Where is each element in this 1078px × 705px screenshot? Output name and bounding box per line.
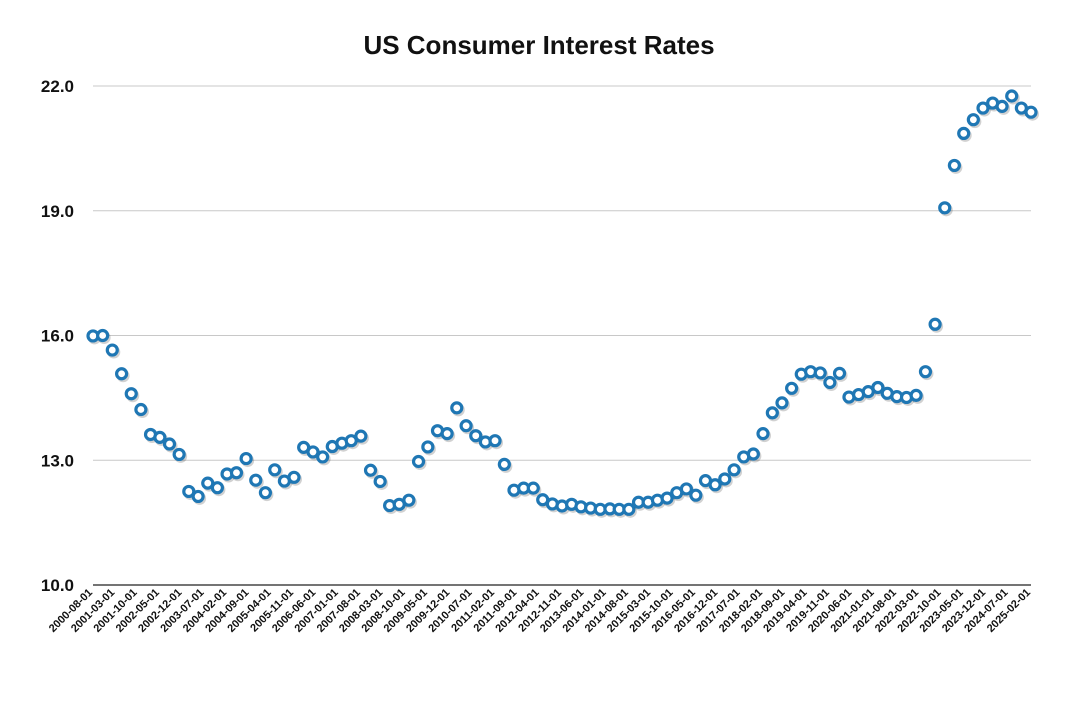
data-point <box>746 447 760 461</box>
data-point <box>679 482 694 496</box>
data-point <box>172 447 186 462</box>
data-point <box>775 396 789 410</box>
data-point <box>497 457 511 472</box>
y-tick-label: 19.0 <box>41 202 74 221</box>
data-point <box>660 491 674 505</box>
data-point <box>871 380 885 395</box>
data-point <box>287 470 301 484</box>
data-point <box>947 158 961 173</box>
data-point <box>229 466 244 480</box>
data-point <box>316 450 330 464</box>
data-point <box>421 440 435 454</box>
y-tick-label: 16.0 <box>41 327 74 346</box>
data-point <box>966 113 980 127</box>
data-point <box>1005 89 1019 103</box>
gridlines <box>93 85 1031 461</box>
data-point <box>210 481 225 495</box>
data-point <box>306 445 320 459</box>
data-point <box>785 381 799 395</box>
data-point <box>765 406 779 420</box>
data-point <box>440 427 454 441</box>
y-axis-tick-labels: 10.0 13.0 16.0 19.0 22.0 <box>41 77 74 595</box>
data-point <box>488 434 502 448</box>
data-point <box>363 463 378 477</box>
chart-title: US Consumer Interest Rates <box>363 30 715 60</box>
data-point <box>182 484 196 499</box>
data-point <box>153 430 167 444</box>
data-point <box>162 437 177 451</box>
data-point <box>258 486 273 500</box>
data-point <box>823 375 837 390</box>
data-points <box>86 89 1039 518</box>
data-point <box>995 99 1009 113</box>
data-point <box>909 388 923 402</box>
data-point <box>526 481 540 495</box>
data-point <box>1024 105 1038 119</box>
data-point <box>957 126 971 141</box>
x-axis-tick-labels: 2000-08-012001-03-012001-10-012002-05-01… <box>47 587 1033 635</box>
data-point <box>459 419 473 433</box>
y-tick-label: 10.0 <box>41 576 74 595</box>
data-point <box>373 474 387 489</box>
data-point <box>239 451 253 466</box>
data-point <box>718 472 732 486</box>
data-point <box>832 366 847 380</box>
data-point <box>976 101 990 115</box>
y-tick-label: 22.0 <box>41 77 74 96</box>
data-point <box>813 366 827 380</box>
data-point <box>938 201 952 215</box>
data-point <box>115 367 129 381</box>
data-point <box>708 478 722 492</box>
data-point <box>727 463 741 477</box>
data-point <box>402 493 416 507</box>
y-tick-label: 13.0 <box>41 451 74 470</box>
data-point <box>249 473 263 487</box>
data-point <box>134 402 148 417</box>
data-point <box>411 454 426 469</box>
data-point <box>105 343 119 357</box>
data-point <box>450 401 464 415</box>
data-point <box>928 317 942 331</box>
data-point <box>96 328 110 343</box>
data-point <box>622 502 636 516</box>
data-point <box>268 463 282 477</box>
data-point <box>689 488 703 502</box>
data-point <box>191 489 205 504</box>
data-point <box>469 429 483 443</box>
data-point <box>918 365 933 379</box>
data-point <box>354 429 368 443</box>
data-point <box>756 427 770 441</box>
data-point <box>124 387 138 401</box>
